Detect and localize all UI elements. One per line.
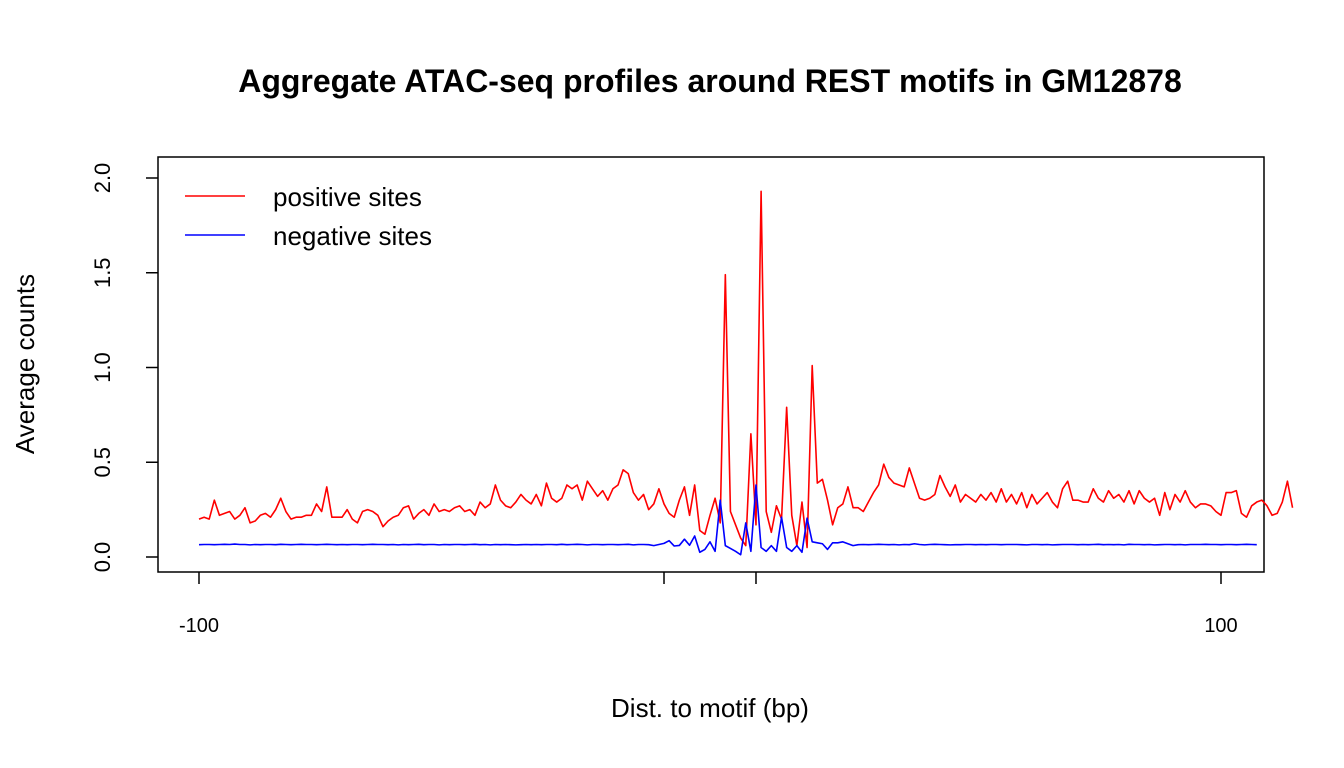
series-line-negative-sites (198, 484, 1257, 556)
legend-label-positive: positive sites (273, 182, 422, 212)
x-tick-label: 100 (1204, 615, 1237, 637)
y-axis: 0.0 0.5 1.0 1.5 2.0 (90, 163, 158, 573)
y-tick-label: 1.0 (90, 352, 115, 383)
y-tick-label: 1.5 (90, 257, 115, 288)
legend-label-negative: negative sites (273, 221, 432, 251)
legend: positive sites negative sites (185, 182, 432, 251)
x-axis: -100 100 (179, 572, 1238, 637)
plot-frame (157, 156, 1265, 573)
series-layer (198, 190, 1294, 556)
x-axis-label: Dist. to motif (bp) (611, 693, 809, 723)
y-axis-label: Average counts (10, 274, 40, 454)
chart-title: Aggregate ATAC-seq profiles around REST … (238, 63, 1182, 99)
series-line-positive-sites (198, 190, 1294, 549)
y-tick-label: 0.0 (90, 542, 115, 573)
y-tick-label: 2.0 (90, 163, 115, 194)
x-tick-label: -100 (179, 615, 219, 637)
y-tick-label: 0.5 (90, 447, 115, 478)
